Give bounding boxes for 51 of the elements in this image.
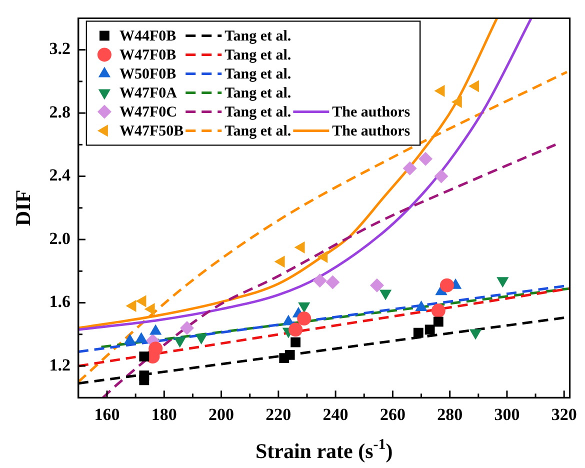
x-tick-label: 220	[266, 405, 292, 424]
point	[290, 337, 301, 348]
y-tick-label: 1.2	[49, 355, 70, 374]
point	[288, 322, 303, 337]
legend-label: Tang et al.	[224, 104, 292, 121]
legend-label: Tang et al.	[224, 28, 292, 45]
y-axis-title: DIF	[11, 190, 36, 226]
point	[424, 324, 435, 335]
legend-label: W50F0B	[119, 66, 176, 83]
x-tick-label: 180	[151, 405, 177, 424]
point	[468, 80, 480, 92]
y-tick-label: 2.4	[49, 166, 71, 185]
legend-label: W47F0C	[119, 104, 177, 121]
x-tick-label: 320	[551, 405, 577, 424]
point	[431, 304, 446, 318]
y-tick-label: 2.8	[49, 102, 70, 122]
point	[434, 169, 448, 184]
x-tick-label: 300	[494, 405, 520, 424]
legend-label: W47F0B	[119, 48, 176, 64]
y-tick-label: 2.0	[49, 228, 70, 248]
legend-label: Tang et al.	[224, 86, 292, 102]
point	[433, 316, 444, 327]
point	[413, 328, 424, 338]
point	[148, 342, 163, 356]
x-tick-label: 240	[322, 405, 348, 424]
point	[312, 274, 327, 288]
legend-label: The authors	[332, 124, 410, 140]
point	[139, 375, 150, 386]
legend-label: W47F0A	[119, 86, 178, 102]
point	[402, 161, 417, 176]
point	[326, 275, 340, 290]
legend-label: Tang et al.	[224, 66, 292, 83]
legend-label: Tang et al.	[224, 48, 292, 64]
point	[180, 321, 194, 336]
legend-label: W47F50B	[119, 124, 184, 140]
point	[370, 278, 384, 292]
point	[284, 350, 295, 360]
x-tick-label: 260	[380, 405, 406, 424]
legend-label: Tang et al.	[224, 124, 292, 140]
line-series	[102, 143, 557, 398]
point	[418, 152, 433, 166]
x-tick-label: 280	[437, 405, 463, 424]
legend-label: W44F0B	[119, 28, 176, 45]
x-tick-label: 160	[94, 405, 120, 424]
y-tick-label: 3.2	[49, 39, 70, 58]
point	[440, 278, 454, 292]
point	[297, 312, 312, 326]
legend-label: The authors	[332, 104, 410, 121]
y-tick-label: 1.6	[49, 292, 70, 312]
x-tick-label: 200	[208, 405, 234, 424]
point	[139, 352, 150, 362]
